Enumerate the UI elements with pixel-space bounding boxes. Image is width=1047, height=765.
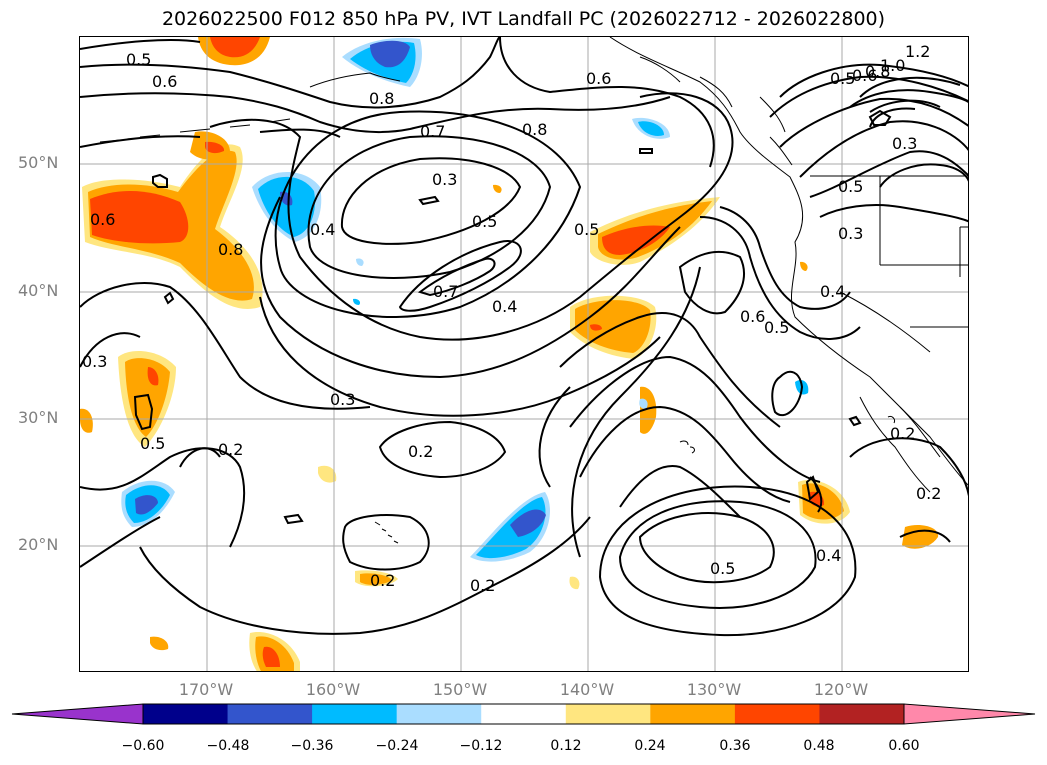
lon-label-150w: 150°W [432, 680, 488, 699]
contour-label-layer: 0.5 0.6 0.8 0.6 0.7 0.8 1.0 1.2 0.8 0.6 … [82, 42, 941, 595]
contour-label: 0.6 [90, 210, 115, 229]
contour-label: 0.8 [369, 89, 394, 108]
colorbar-segment [312, 704, 398, 724]
lat-label-50n: 50°N [18, 153, 59, 172]
contour-label: 0.3 [838, 224, 863, 243]
colorbar-segment [819, 704, 905, 724]
colorbar-tick-label: −0.60 [121, 738, 165, 754]
contour-label: 1.0 [880, 56, 905, 75]
contour-label: 0.7 [433, 282, 458, 301]
lon-label-160w: 160°W [305, 680, 361, 699]
contour-label: 0.2 [470, 576, 495, 595]
contour-label: 0.3 [432, 170, 457, 189]
contour-label: 0.3 [330, 390, 355, 409]
negative-shading [121, 37, 809, 562]
colorbar-min-extension [11, 703, 144, 725]
contour-label: 0.6 [586, 69, 611, 88]
colorbar-tick-label: −0.12 [459, 738, 503, 754]
colorbar-segments [143, 704, 905, 724]
contour-label: 0.8 [522, 120, 547, 139]
colorbar-outline [142, 703, 905, 725]
contour-label: 0.4 [820, 282, 845, 301]
contour-lines [80, 37, 968, 637]
contour-label: 0.8 [218, 240, 243, 259]
colorbar-tick-label: 0.48 [803, 738, 835, 754]
contour-label: 0.5 [838, 177, 863, 196]
colorbar [11, 703, 1036, 725]
lon-label-120w: 120°W [813, 680, 869, 699]
contour-label: 0.5 [574, 220, 599, 239]
contour-label: 0.5 [140, 434, 165, 453]
contour-label: 0.2 [890, 424, 915, 443]
contour-label: 0.5 [830, 69, 855, 88]
lon-label-130w: 130°W [686, 680, 742, 699]
contour-label: 0.5 [126, 50, 151, 69]
colorbar-tick-label: 0.60 [888, 738, 920, 754]
colorbar-max-extension [903, 703, 1036, 725]
contour-label: 1.2 [905, 42, 930, 61]
map-panel: 0.5 0.6 0.8 0.6 0.7 0.8 1.0 1.2 0.8 0.6 … [79, 36, 969, 672]
map-title: 2026022500 F012 850 hPa PV, IVT Landfall… [161, 8, 886, 30]
contour-label: 0.7 [420, 122, 445, 141]
contour-label: 0.4 [816, 546, 841, 565]
positive-shading [80, 37, 939, 671]
lat-label-20n: 20°N [18, 535, 59, 554]
colorbar-segment [396, 704, 482, 724]
colorbar-segment [734, 704, 820, 724]
colorbar-segment [650, 704, 736, 724]
contour-label: 0.2 [916, 484, 941, 503]
contour-label: 0.6 [740, 307, 765, 326]
colorbar-segment [481, 704, 567, 724]
colorbar-tick-label: 0.24 [634, 738, 666, 754]
map-canvas: 0.5 0.6 0.8 0.6 0.7 0.8 1.0 1.2 0.8 0.6 … [80, 37, 968, 671]
contour-label: 0.4 [310, 220, 335, 239]
lon-label-140w: 140°W [559, 680, 615, 699]
colorbar-segment [227, 704, 313, 724]
contour-label: 0.5 [472, 212, 497, 231]
contour-label: 0.2 [370, 571, 395, 590]
coastlines [99, 37, 968, 544]
contour-label: 0.4 [492, 297, 517, 316]
graticule [80, 37, 968, 671]
contour-label: 0.5 [764, 318, 789, 337]
colorbar-tick-label: −0.36 [290, 738, 334, 754]
contour-label: 0.8 [865, 62, 890, 81]
colorbar-tick-label: 0.12 [550, 738, 582, 754]
contour-label: 0.6 [852, 66, 877, 85]
contour-label: 0.6 [152, 72, 177, 91]
colorbar-segment [143, 704, 229, 724]
contour-label: 0.2 [218, 440, 243, 459]
contour-label: 0.3 [892, 134, 917, 153]
lat-label-30n: 30°N [18, 408, 59, 427]
colorbar-tick-label: 0.36 [719, 738, 751, 754]
colorbar-tick-label: −0.24 [375, 738, 419, 754]
colorbar-tick-label: −0.48 [206, 738, 250, 754]
contour-label: 0.5 [710, 559, 735, 578]
contour-label: 0.3 [82, 352, 107, 371]
contour-label: 0.2 [408, 442, 433, 461]
lat-label-40n: 40°N [18, 281, 59, 300]
colorbar-segment [565, 704, 651, 724]
lon-label-170w: 170°W [178, 680, 234, 699]
